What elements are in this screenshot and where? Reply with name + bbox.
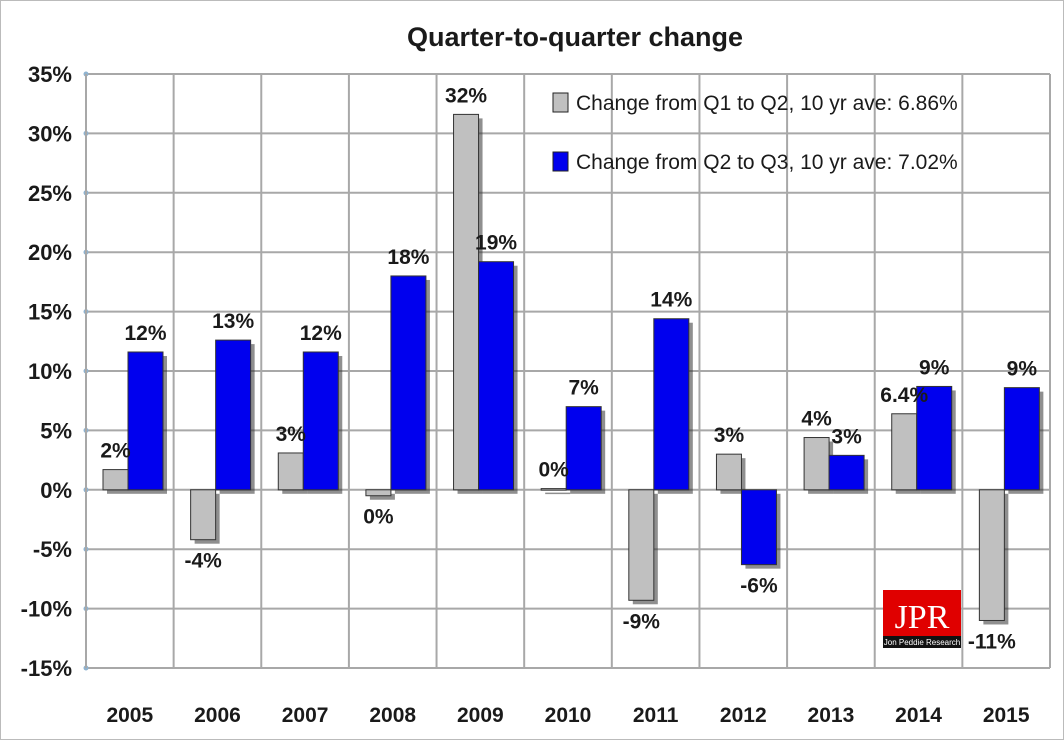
legend-swatch-q2q3: [552, 151, 569, 172]
data-label: -11%: [968, 630, 1016, 653]
bar-q2q3-2012: [740, 489, 777, 566]
y-tick-label: 10%: [28, 359, 72, 384]
bar-q2q3-2006: [215, 339, 252, 491]
x-tick-label: 2015: [983, 704, 1030, 727]
bar-q1q2-2006: [190, 489, 217, 541]
bar-q2q3-2008: [390, 275, 427, 491]
data-label: 9%: [919, 356, 950, 379]
data-label: 7%: [569, 377, 600, 400]
bar-q1q2-2011: [628, 489, 655, 601]
legend-label-q2q3: Change from Q2 to Q3, 10 yr ave: 7.02%: [576, 151, 958, 174]
bar-shadow: [369, 493, 395, 500]
bar-q1q2-2008: [365, 489, 392, 497]
y-tick-label: -10%: [21, 597, 72, 622]
data-label: 12%: [124, 322, 166, 345]
y-tick-label: 35%: [28, 62, 72, 87]
y-tick-label: 15%: [28, 300, 72, 325]
x-tick-label: 2009: [457, 704, 504, 727]
y-tick-label: 20%: [28, 240, 72, 265]
x-tick-label: 2014: [895, 704, 942, 727]
svg-text:JPR: JPR: [895, 599, 950, 636]
data-label: 3%: [714, 424, 745, 447]
y-tick-label: 0%: [40, 478, 72, 503]
data-label: 18%: [387, 246, 429, 269]
bar-q1q2-2012: [715, 453, 742, 491]
data-label: 14%: [650, 289, 692, 312]
data-label: 9%: [1007, 358, 1038, 381]
data-label: -6%: [740, 575, 778, 598]
legend: Change from Q1 to Q2, 10 yr ave: 6.86% C…: [552, 92, 958, 174]
x-tick-label: 2010: [545, 704, 592, 727]
chart-title: Quarter-to-quarter change: [407, 22, 743, 52]
data-label: 6.4%: [880, 384, 928, 407]
x-tick-label: 2007: [282, 704, 329, 727]
y-tick-label: 30%: [28, 121, 72, 146]
bar-q2q3-2007: [302, 351, 339, 491]
x-tick-label: 2012: [720, 704, 767, 727]
y-tick-label: -15%: [21, 656, 72, 681]
x-tick-label: 2013: [808, 704, 855, 727]
y-tick-label: 25%: [28, 181, 72, 206]
jpr-logo: JPR Jon Peddie Research: [883, 590, 961, 648]
data-label: 4%: [801, 408, 832, 431]
bar-q2q3-2015: [1003, 387, 1040, 491]
bar-q2q3-2014: [916, 385, 953, 491]
data-label: -9%: [623, 610, 661, 633]
bar-q2q3-2005: [127, 351, 164, 491]
bar-q2q3-2009: [478, 261, 515, 491]
y-tick-label: 5%: [40, 418, 72, 443]
x-tick-label: 2008: [369, 704, 416, 727]
legend-label-q1q2: Change from Q1 to Q2, 10 yr ave: 6.86%: [576, 92, 958, 115]
bar-q1q2-2007: [277, 452, 304, 491]
data-label: 3%: [276, 423, 307, 446]
y-tick-label: -5%: [33, 537, 72, 562]
data-label: 0%: [539, 459, 570, 482]
bar-q1q2-2009: [453, 113, 480, 491]
data-label: 13%: [212, 310, 254, 333]
x-tick-label: 2005: [106, 704, 153, 727]
x-tick-label: 2011: [633, 704, 679, 727]
bar-q1q2-2005: [102, 469, 129, 491]
data-label: 19%: [475, 232, 517, 255]
data-label: 3%: [831, 425, 862, 448]
data-label: 2%: [100, 440, 131, 463]
bar-q1q2-2015: [978, 489, 1005, 621]
bar-shadow: [545, 492, 571, 495]
legend-swatch-q1q2: [552, 92, 569, 113]
x-tick-label: 2006: [194, 704, 241, 727]
bar-q1q2-2014: [891, 413, 918, 491]
bar-q2q3-2011: [653, 318, 690, 491]
data-label: 32%: [445, 84, 487, 107]
svg-text:Jon Peddie Research: Jon Peddie Research: [884, 638, 961, 647]
data-label: -4%: [184, 550, 222, 573]
bar-q2q3-2013: [828, 454, 865, 491]
bar-q1q2-2010: [540, 488, 567, 491]
bar-q2q3-2010: [565, 406, 602, 491]
bar-q1q2-2013: [803, 437, 830, 491]
data-label: 0%: [363, 506, 394, 529]
data-label: 12%: [300, 322, 342, 345]
